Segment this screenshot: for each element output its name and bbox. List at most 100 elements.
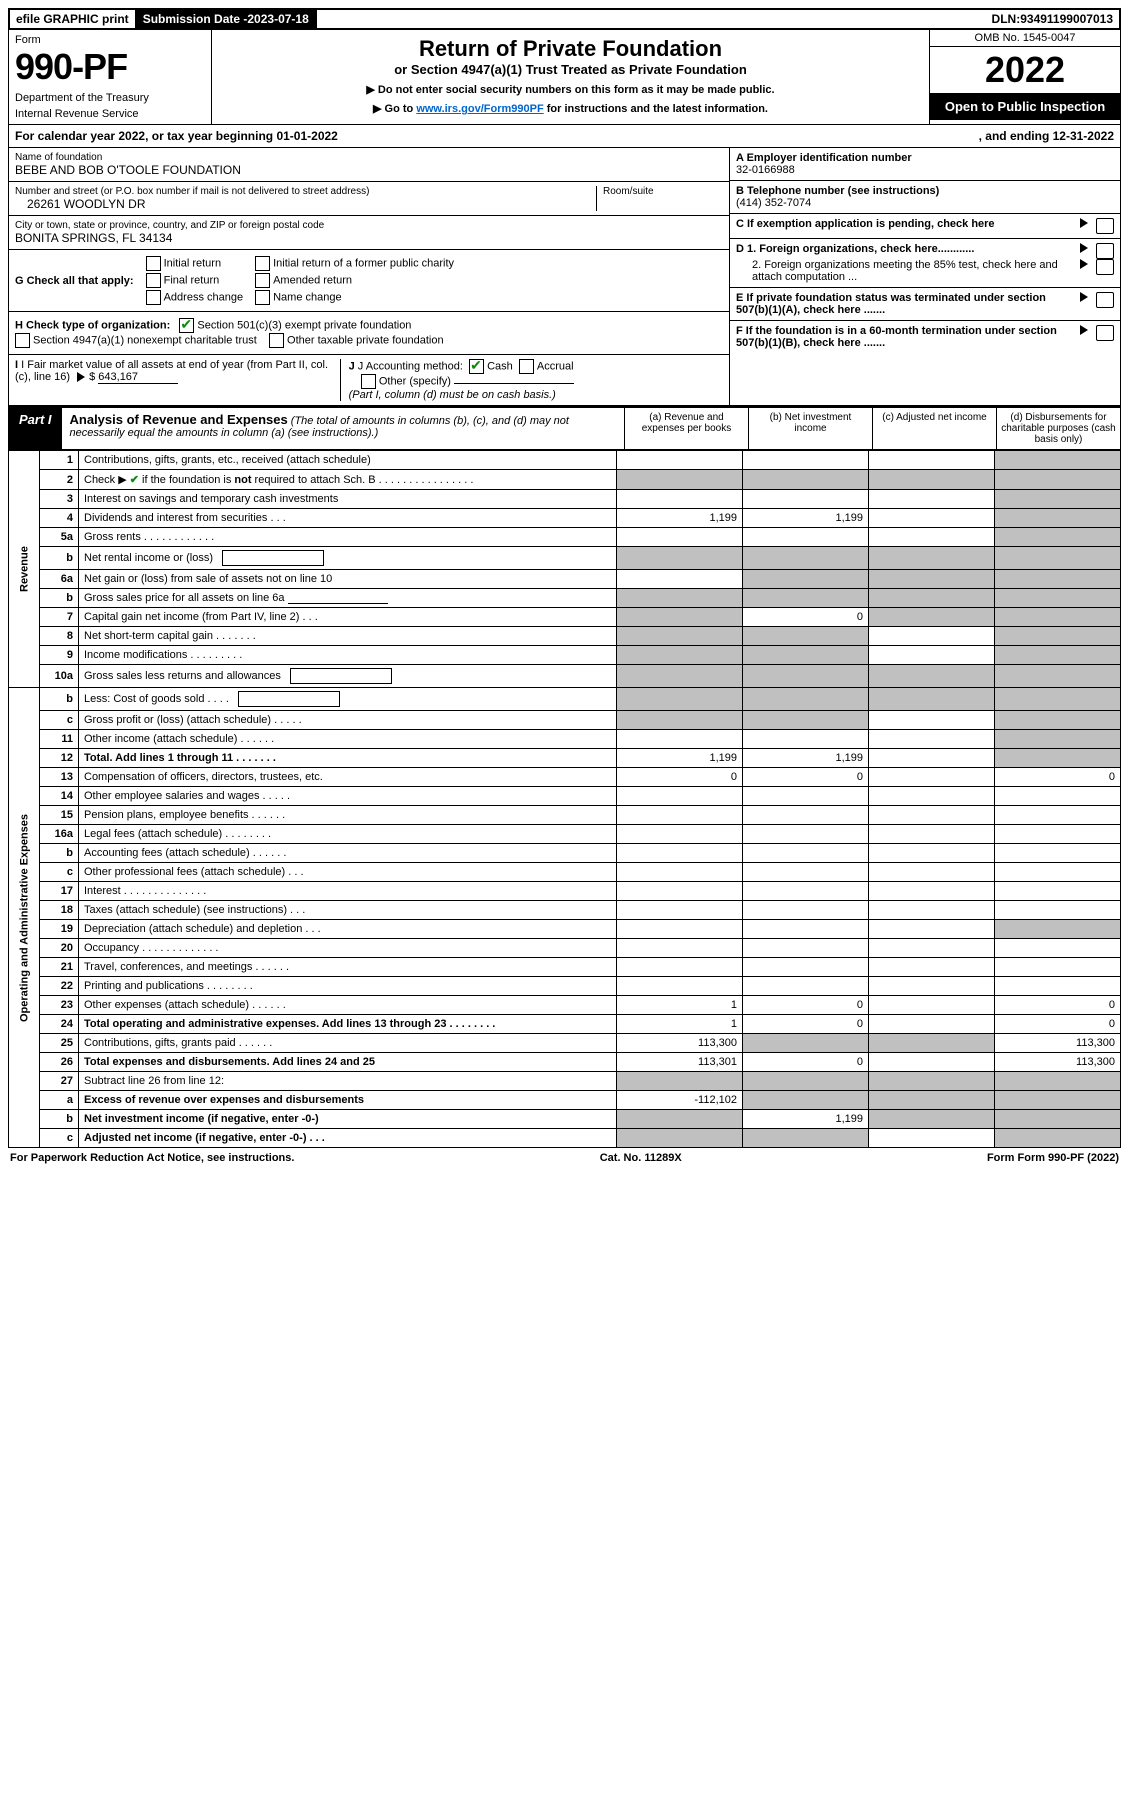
value-cell [869,844,995,863]
value-cell [743,806,869,825]
table-row: 6aNet gain or (loss) from sale of assets… [9,570,1121,589]
g-opt-4: Amended return [273,274,352,286]
value-cell: 113,300 [617,1034,743,1053]
part1-title: Analysis of Revenue and Expenses [70,412,288,427]
value-cell [743,958,869,977]
e-cell: E If private foundation status was termi… [730,288,1120,321]
value-cell [743,1129,869,1148]
row-description: Occupancy . . . . . . . . . . . . . [79,939,617,958]
inst2-pre: ▶ Go to [373,103,416,115]
row-description: Gross sales price for all assets on line… [79,589,617,608]
f-label: F If the foundation is in a 60-month ter… [736,325,1076,349]
tax-year: 2022 [930,47,1120,93]
subdate-value: 2023-07-18 [247,12,308,26]
name-cell: Name of foundation BEBE AND BOB O'TOOLE … [9,148,729,182]
h-opt-2: Section 4947(a)(1) nonexempt charitable … [33,334,257,346]
value-cell [617,844,743,863]
value-cell [617,490,743,509]
footer-right: Form Form 990-PF (2022) [987,1152,1119,1164]
addr-cell: Number and street (or P.O. box number if… [9,182,729,216]
table-row: 7Capital gain net income (from Part IV, … [9,608,1121,627]
value-cell [869,509,995,528]
ein-cell: A Employer identification number 32-0166… [730,148,1120,181]
value-cell [743,528,869,547]
j-other-check [361,374,376,389]
row-number: 9 [40,646,79,665]
value-cell: 0 [743,996,869,1015]
value-cell [869,627,995,646]
calyear-mid: , and ending [979,129,1053,143]
row-number: 18 [40,901,79,920]
g-opt-0: Initial return [164,257,221,269]
value-cell [617,920,743,939]
table-row: Operating and Administrative ExpensesbLe… [9,688,1121,711]
row-description: Dividends and interest from securities .… [79,509,617,528]
j-cash-check [469,359,484,374]
row-number: 26 [40,1053,79,1072]
value-cell [869,1110,995,1129]
value-cell [869,1034,995,1053]
value-cell [995,688,1121,711]
addr-label: Number and street (or P.O. box number if… [15,186,596,197]
row-number: b [40,688,79,711]
calyear-begin: 01-01-2022 [276,129,337,143]
value-cell [995,749,1121,768]
arrow-icon [1080,218,1088,228]
value-cell [995,570,1121,589]
value-cell: 1 [617,996,743,1015]
value-cell: 1,199 [617,749,743,768]
value-cell [743,977,869,996]
value-cell [869,920,995,939]
value-cell: 1,199 [743,1110,869,1129]
form-subtitle: or Section 4947(a)(1) Trust Treated as P… [218,62,923,77]
value-cell [995,882,1121,901]
arrow-icon [77,372,85,382]
calyear-pre: For calendar year 2022, or tax year begi… [15,129,276,143]
table-row: 3Interest on savings and temporary cash … [9,490,1121,509]
value-cell [995,646,1121,665]
row-number: 23 [40,996,79,1015]
row-number: 20 [40,939,79,958]
row-description: Check ▶ ✔ if the foundation is not requi… [79,470,617,490]
row-number: 8 [40,627,79,646]
c-label: C If exemption application is pending, c… [736,218,1076,234]
table-row: bGross sales price for all assets on lin… [9,589,1121,608]
value-cell [995,863,1121,882]
row-number: b [40,1110,79,1129]
table-row: 14Other employee salaries and wages . . … [9,787,1121,806]
row-description: Contributions, gifts, grants paid . . . … [79,1034,617,1053]
row-description: Net gain or (loss) from sale of assets n… [79,570,617,589]
table-row: 23Other expenses (attach schedule) . . .… [9,996,1121,1015]
table-row: 9Income modifications . . . . . . . . . [9,646,1121,665]
value-cell [869,768,995,787]
room-label: Room/suite [603,186,723,197]
part1-columns: (a) Revenue and expenses per books (b) N… [624,408,1120,449]
value-cell [869,646,995,665]
city-state-zip: BONITA SPRINGS, FL 34134 [15,231,723,245]
submission-date: Submission Date - 2023-07-18 [137,10,317,28]
value-cell [743,570,869,589]
value-cell [995,547,1121,570]
value-cell [743,627,869,646]
row-description: Less: Cost of goods sold . . . . [79,688,617,711]
c-cell: C If exemption application is pending, c… [730,214,1120,239]
calendar-year-row: For calendar year 2022, or tax year begi… [8,125,1121,148]
table-row: aExcess of revenue over expenses and dis… [9,1091,1121,1110]
value-cell [617,608,743,627]
ij-row: I I Fair market value of all assets at e… [9,355,729,405]
value-cell [869,806,995,825]
d2-checkbox [1096,259,1114,275]
row-number: b [40,589,79,608]
form-link[interactable]: www.irs.gov/Form990PF [416,103,543,115]
value-cell [617,787,743,806]
value-cell [617,1072,743,1091]
f-checkbox [1096,325,1114,341]
value-cell [617,939,743,958]
value-cell [743,863,869,882]
row-number: 27 [40,1072,79,1091]
value-cell [617,882,743,901]
value-cell: -112,102 [617,1091,743,1110]
j-cell: J J Accounting method: Cash Accrual Othe… [341,359,574,401]
value-cell [743,844,869,863]
d1-checkbox [1096,243,1114,259]
